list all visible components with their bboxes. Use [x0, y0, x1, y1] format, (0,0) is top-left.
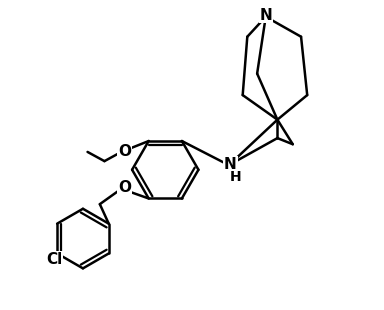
Text: O: O — [118, 180, 131, 195]
Text: N: N — [224, 157, 237, 172]
Text: O: O — [118, 144, 131, 158]
Text: H: H — [230, 170, 242, 184]
Text: Cl: Cl — [46, 252, 62, 267]
Text: N: N — [259, 8, 272, 23]
